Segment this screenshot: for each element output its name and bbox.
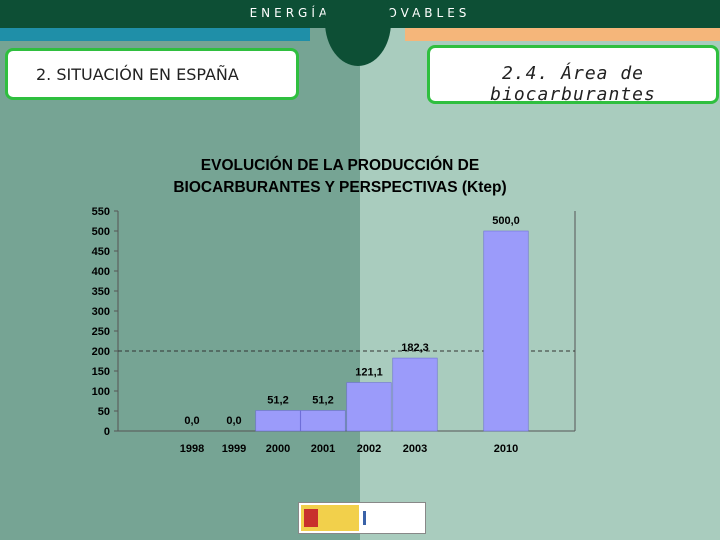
right-background-panel bbox=[360, 28, 720, 540]
chart-title-line-1: EVOLUCIÓN DE LA PRODUCCIÓN DE bbox=[200, 157, 480, 174]
y-tick-label: 500 bbox=[92, 226, 110, 238]
y-tick-label: 250 bbox=[92, 326, 110, 338]
y-tick-label: 150 bbox=[92, 366, 110, 378]
data-label: 51,2 bbox=[312, 395, 333, 407]
bar bbox=[392, 357, 438, 432]
ministry-logo bbox=[301, 505, 359, 531]
bar bbox=[300, 410, 346, 432]
y-tick-label: 0 bbox=[104, 426, 110, 438]
x-tick-label: 2000 bbox=[266, 443, 290, 455]
x-tick-label: 2002 bbox=[357, 443, 381, 455]
x-tick-label: 2003 bbox=[403, 443, 427, 455]
idae-mark-icon bbox=[363, 511, 394, 525]
y-tick-label: 100 bbox=[92, 386, 110, 398]
blue-accent-stripe bbox=[0, 28, 310, 41]
data-label: 182,3 bbox=[401, 342, 429, 354]
section-label-box: 2. SITUACIÓN EN ESPAÑA bbox=[5, 48, 299, 100]
left-background-panel bbox=[0, 28, 360, 540]
x-tick-label: 2001 bbox=[311, 443, 335, 455]
data-label: 121,1 bbox=[355, 367, 383, 379]
coat-of-arms-icon bbox=[304, 509, 318, 527]
y-tick-label: 300 bbox=[92, 306, 110, 318]
data-label: 500,0 bbox=[492, 215, 520, 227]
orange-accent-stripe bbox=[405, 28, 720, 41]
section-label: 2. SITUACIÓN EN ESPAÑA bbox=[36, 65, 239, 84]
subsection-label: 2.4. Área de biocarburantes bbox=[490, 63, 656, 105]
x-tick-label: 1999 bbox=[222, 443, 246, 455]
data-label: 0,0 bbox=[226, 415, 241, 427]
bar bbox=[346, 382, 392, 432]
bar bbox=[483, 230, 529, 432]
y-tick-label: 350 bbox=[92, 286, 110, 298]
x-tick-label: 2010 bbox=[494, 443, 518, 455]
y-tick-label: 200 bbox=[92, 346, 110, 358]
y-tick-label: 450 bbox=[92, 246, 110, 258]
y-tick-label: 550 bbox=[92, 206, 110, 218]
y-tick-label: 50 bbox=[98, 406, 110, 418]
chart-title-line-2: BIOCARBURANTES Y PERSPECTIVAS (Ktep) bbox=[173, 179, 507, 196]
x-tick-label: 1998 bbox=[180, 443, 204, 455]
data-label: 51,2 bbox=[267, 395, 288, 407]
idae-logo bbox=[361, 505, 421, 531]
subsection-label-box: 2.4. Área de biocarburantes bbox=[427, 45, 719, 105]
chart-title: EVOLUCIÓN DE LA PRODUCCIÓN DE BIOCARBURA… bbox=[120, 155, 560, 199]
bar bbox=[255, 410, 301, 432]
data-label: 0,0 bbox=[184, 415, 199, 427]
y-tick-label: 400 bbox=[92, 266, 110, 278]
footer-logos bbox=[298, 502, 426, 534]
